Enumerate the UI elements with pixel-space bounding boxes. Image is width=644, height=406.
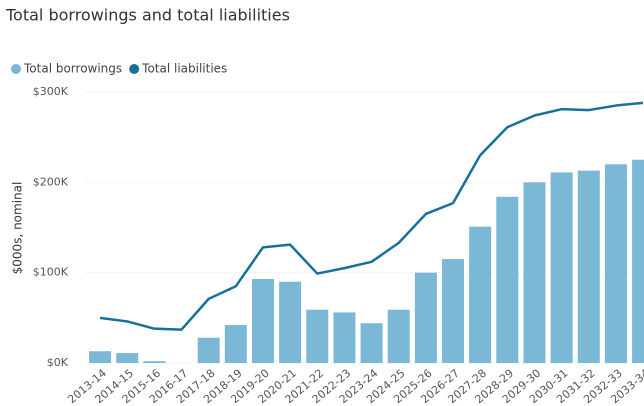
y-axis-title: $000s, nominal xyxy=(11,182,25,275)
line xyxy=(99,101,644,331)
bar xyxy=(251,278,274,363)
y-tick-label: $0K xyxy=(47,356,69,369)
bar xyxy=(143,361,166,363)
bar xyxy=(333,312,356,363)
bar xyxy=(442,259,465,363)
y-tick-label: $200K xyxy=(33,175,69,188)
legend-marker xyxy=(11,64,21,74)
bar xyxy=(224,325,247,363)
legend-marker xyxy=(129,64,140,74)
bar xyxy=(523,182,546,363)
bar xyxy=(279,281,302,363)
bar xyxy=(469,226,492,363)
bar xyxy=(89,351,112,363)
bar xyxy=(360,323,383,363)
legend-label: Total borrowings xyxy=(23,62,122,76)
legend-label: Total liabilities xyxy=(141,62,227,76)
bar xyxy=(414,272,437,363)
y-tick-label: $300K xyxy=(33,85,69,98)
bar xyxy=(496,196,519,363)
bar xyxy=(632,159,644,363)
chart-title: Total borrowings and total liabilities xyxy=(5,6,290,25)
y-tick-label: $100K xyxy=(33,266,69,279)
bar xyxy=(387,309,410,363)
bar xyxy=(116,353,139,363)
bar xyxy=(550,172,573,363)
bar xyxy=(306,309,329,363)
bar xyxy=(577,170,600,363)
bar xyxy=(197,337,220,363)
bar xyxy=(604,164,627,363)
